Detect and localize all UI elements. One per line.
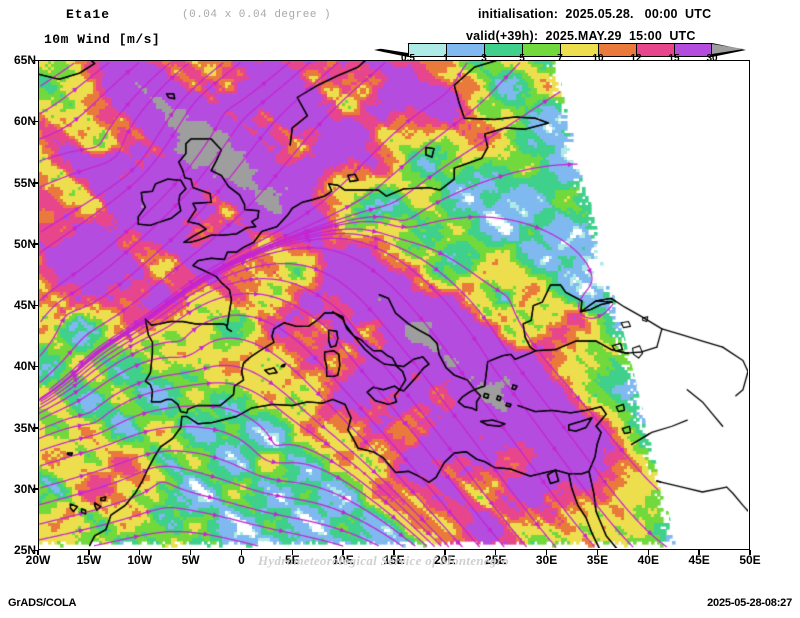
- lat-label-50N: 50N: [13, 236, 36, 251]
- model-resolution: (0.04 x 0.04 degree ): [182, 9, 332, 21]
- lon-label-10E: 10E: [332, 553, 354, 567]
- colorbar-tick-30: 30: [706, 53, 718, 64]
- colorbar-segment-0: [408, 43, 446, 57]
- lat-label-30N: 30N: [13, 481, 36, 496]
- colorbar-segment-7: [674, 43, 712, 57]
- footer-timestamp: 2025-05-28-08:27: [707, 597, 792, 609]
- lon-label-5E: 5E: [284, 553, 300, 567]
- lat-label-60N: 60N: [13, 114, 36, 129]
- model-name: Eta1e: [66, 7, 111, 22]
- map-plot-area: [38, 60, 750, 550]
- colorbar-tick-15: 15: [668, 53, 680, 64]
- lon-label-30E: 30E: [535, 553, 558, 567]
- colorbar-tick-3: 3: [481, 53, 487, 64]
- colorbar-tick-12: 12: [630, 53, 642, 64]
- lon-label-15W: 15W: [76, 553, 102, 567]
- lon-label-20W: 20W: [25, 553, 51, 567]
- colorbar-tick-0.5: 0.5: [401, 53, 415, 64]
- valid-time: valid(+39h): 2025.MAY.29 15:00 UTC: [466, 29, 696, 43]
- lon-label-5W: 5W: [181, 553, 200, 567]
- lat-label-40N: 40N: [13, 359, 36, 374]
- initialisation-time: initialisation: 2025.05.28. 00:00 UTC: [478, 7, 712, 21]
- colorbar-tick-7: 7: [557, 53, 563, 64]
- watermark: Hydrometeorological Service of Montenegr…: [258, 553, 509, 568]
- longitude-axis: 20W 15W 10W 5W 0 5E 10E 15E 20E 25E 30E 35E 40E 45E 50…: [0, 554, 800, 570]
- colorbar-segment-4: [560, 43, 598, 57]
- colorbar-segment-6: [636, 43, 674, 57]
- colorbar-segment-5: [598, 43, 636, 57]
- wind-field-canvas: [39, 61, 748, 548]
- colorbar-segments: [408, 43, 712, 57]
- colorbar-over-arrow-fill: [712, 44, 744, 55]
- lon-label-15E: 15E: [383, 553, 405, 567]
- lon-label-0: 0: [238, 553, 245, 567]
- lon-label-45E: 45E: [688, 553, 710, 567]
- lat-label-65N: 65N: [13, 53, 36, 67]
- lon-label-20E: 20E: [434, 553, 456, 567]
- footer-software: GrADS/COLA: [8, 597, 77, 609]
- lon-label-10W: 10W: [127, 553, 153, 567]
- lat-label-25N: 25N: [13, 543, 36, 557]
- lat-label-55N: 55N: [13, 175, 36, 190]
- colorbar-segment-1: [446, 43, 484, 57]
- latitude-axis: 65N 60N 55N 50N 45N 40N 35N 30N 25N: [0, 54, 36, 556]
- lon-label-35E: 35E: [586, 553, 609, 567]
- colorbar-segment-3: [522, 43, 560, 57]
- field-title: 10m Wind [m/s]: [44, 32, 161, 47]
- lon-label-50E: 50E: [739, 553, 761, 567]
- lat-label-45N: 45N: [13, 298, 36, 312]
- colorbar-tick-5: 5: [519, 53, 525, 64]
- lon-label-25E: 25E: [485, 553, 507, 567]
- lat-label-35N: 35N: [13, 420, 36, 435]
- colorbar-segment-2: [484, 43, 522, 57]
- colorbar: 0.5 1 3 5 7 10 12 15 30: [374, 43, 746, 64]
- colorbar-tick-10: 10: [592, 53, 604, 64]
- colorbar-tick-1: 1: [443, 53, 449, 64]
- lon-label-40E: 40E: [637, 553, 659, 567]
- colorbar-under-arrow-fill: [375, 43, 408, 53]
- colorbar-tick-labels: 0.5 1 3 5 7 10 12 15 30: [374, 54, 746, 66]
